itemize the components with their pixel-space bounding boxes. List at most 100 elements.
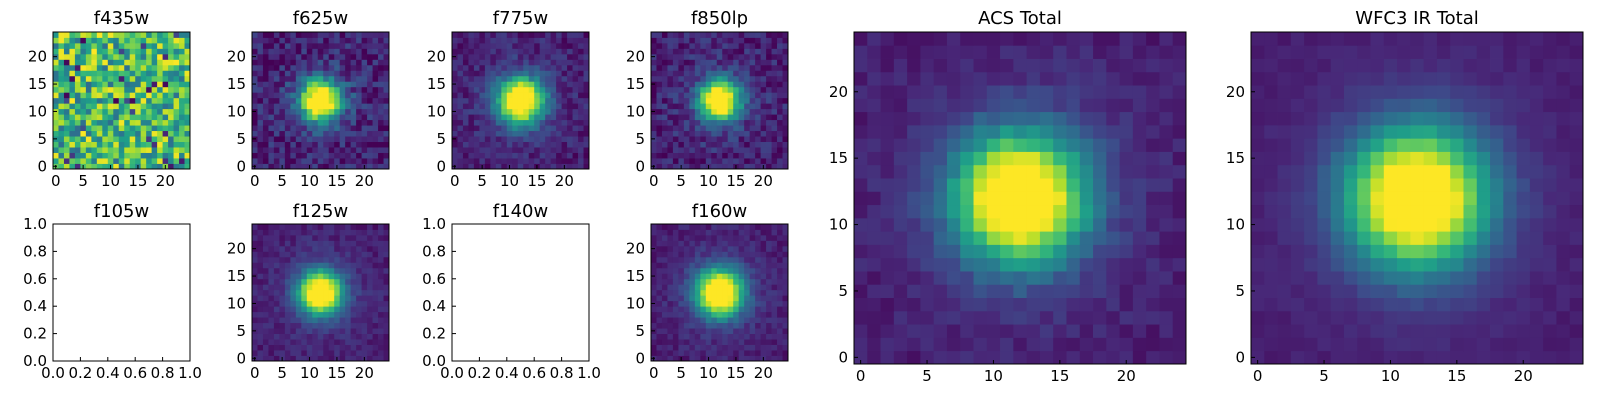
heatmap-cell xyxy=(678,306,685,313)
heatmap-cell xyxy=(1172,271,1187,285)
heatmap-cell xyxy=(661,103,668,110)
heatmap-cell xyxy=(689,70,696,77)
heatmap-cell xyxy=(760,75,767,82)
heatmap-cell xyxy=(512,152,519,159)
heatmap-cell xyxy=(672,256,679,263)
heatmap-cell xyxy=(462,97,469,104)
heatmap-cell xyxy=(361,350,368,356)
heatmap-cell xyxy=(146,42,153,49)
heatmap-cell xyxy=(556,108,562,115)
heatmap-cell xyxy=(705,306,712,313)
heatmap-cell xyxy=(490,97,497,104)
heatmap-cell xyxy=(523,136,530,142)
heatmap-cell xyxy=(782,152,789,159)
heatmap-cell xyxy=(295,339,302,345)
heatmap-cell xyxy=(356,289,362,296)
heatmap-cell xyxy=(920,324,935,338)
heatmap-cell xyxy=(1436,271,1451,285)
heatmap-cell xyxy=(462,86,469,93)
heatmap-cell xyxy=(350,317,357,324)
heatmap-cell xyxy=(960,45,974,59)
heatmap-cell xyxy=(667,130,674,137)
heatmap-cell xyxy=(771,262,778,269)
heatmap-cell xyxy=(1383,204,1398,219)
heatmap-cell xyxy=(356,125,362,132)
heatmap-cell xyxy=(755,278,761,285)
heatmap-cell xyxy=(91,136,98,142)
heatmap-cell xyxy=(350,130,357,137)
heatmap-cell xyxy=(672,108,679,115)
heatmap-cell xyxy=(1251,284,1265,298)
heatmap-cell xyxy=(268,339,275,345)
heatmap-cell xyxy=(473,53,480,60)
heatmap-cell xyxy=(484,130,491,137)
heatmap-cell xyxy=(711,224,718,230)
heatmap-cell xyxy=(506,48,513,55)
heatmap-cell xyxy=(273,344,280,351)
heatmap-cell xyxy=(339,53,346,60)
heatmap-cell xyxy=(716,234,723,241)
heatmap-cell xyxy=(960,271,974,285)
heatmap-cell xyxy=(273,339,280,345)
heatmap-cell xyxy=(378,289,384,296)
heatmap-cell xyxy=(678,229,685,236)
heatmap-cell xyxy=(173,108,180,115)
heatmap-cell xyxy=(367,75,373,82)
heatmap-cell xyxy=(91,81,98,88)
heatmap-cell xyxy=(157,136,163,142)
heatmap-cell xyxy=(1529,204,1544,219)
heatmap-cell xyxy=(179,119,185,126)
heatmap-cell xyxy=(452,141,458,148)
heatmap-cell xyxy=(179,48,185,55)
heatmap-cell xyxy=(484,48,491,55)
heatmap-cell xyxy=(1343,297,1358,312)
heatmap-cell xyxy=(711,147,718,153)
heatmap-cell xyxy=(301,355,308,362)
heatmap-cell xyxy=(501,147,508,153)
heatmap-cell xyxy=(1039,244,1054,259)
heatmap-cell xyxy=(339,114,346,121)
heatmap-cell xyxy=(301,97,308,104)
heatmap-cell xyxy=(727,158,734,164)
heatmap-cell xyxy=(257,136,264,142)
heatmap-cell xyxy=(356,97,362,104)
heatmap-cell xyxy=(162,53,169,60)
heatmap-cell xyxy=(113,59,120,66)
heatmap-cell xyxy=(661,97,668,104)
heatmap-cell xyxy=(760,322,767,329)
heatmap-cell xyxy=(722,75,729,82)
heatmap-cell xyxy=(129,130,136,137)
heatmap-cell xyxy=(91,147,98,153)
heatmap-cell xyxy=(279,262,286,269)
y-tick-label: 0.8 xyxy=(23,242,47,260)
heatmap-cell xyxy=(1106,337,1120,352)
heatmap-cell xyxy=(766,333,772,340)
heatmap-cell xyxy=(462,147,469,153)
heatmap-cell xyxy=(372,234,379,241)
heatmap-cell xyxy=(63,103,70,110)
heatmap-cell xyxy=(733,240,740,247)
heatmap-cell xyxy=(334,125,341,132)
heatmap-cell xyxy=(501,141,508,148)
heatmap-cell xyxy=(361,130,368,137)
heatmap-cell xyxy=(58,158,65,164)
heatmap-cell xyxy=(1556,204,1571,219)
heatmap-cell xyxy=(749,262,756,269)
heatmap-cell xyxy=(749,70,756,77)
heatmap-cell xyxy=(1463,244,1478,259)
heatmap-cell xyxy=(107,119,114,126)
heatmap-cell xyxy=(63,42,70,49)
heatmap-cell xyxy=(295,75,302,82)
x-tick-label: 0 xyxy=(250,172,260,190)
heatmap-cell xyxy=(1026,45,1041,59)
heatmap-cell xyxy=(920,178,935,192)
heatmap-cell xyxy=(80,32,87,38)
heatmap-cell xyxy=(694,130,701,137)
heatmap-cell xyxy=(295,322,302,329)
heatmap-cell xyxy=(534,158,541,164)
heatmap-cell xyxy=(312,42,319,49)
heatmap-cell xyxy=(484,147,491,153)
heatmap-cell xyxy=(578,42,584,49)
heatmap-cell xyxy=(567,136,573,142)
